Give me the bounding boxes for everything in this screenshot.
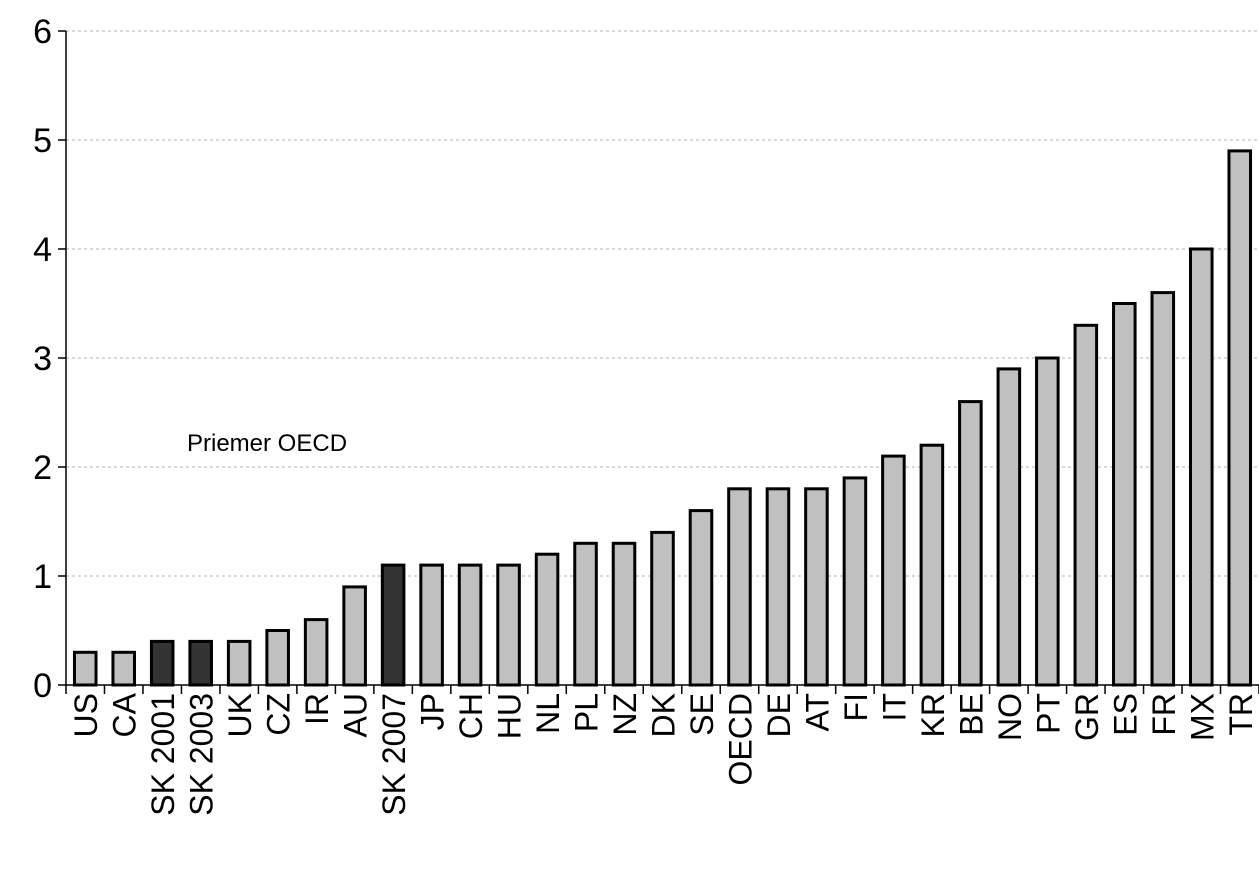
bar-pl — [573, 541, 598, 687]
bar-uk — [226, 639, 252, 687]
bar-it — [881, 454, 906, 687]
bar-se — [688, 509, 714, 687]
x-tick-label: AU — [338, 693, 374, 737]
x-tick-label: FR — [1146, 693, 1182, 736]
x-tick-label: MX — [1184, 693, 1220, 741]
x-tick-label: PT — [1030, 693, 1066, 734]
annotation-label: Priemer OECD — [187, 430, 347, 457]
bar-sk-2007 — [380, 563, 406, 687]
bar-fi — [842, 476, 868, 687]
bar-nz — [611, 541, 637, 687]
x-tick-label: KR — [915, 693, 951, 737]
x-tick-label: PL — [569, 693, 605, 732]
x-tick-label: FI — [838, 693, 874, 721]
bar-be — [958, 400, 983, 687]
bar-sk-2001 — [149, 639, 175, 687]
y-tick-label: 6 — [33, 13, 52, 51]
x-tick-label: AT — [799, 693, 835, 732]
y-tick-label: 5 — [33, 122, 52, 160]
x-tick-label: US — [68, 693, 104, 737]
x-tick-label: CA — [107, 692, 143, 737]
x-tick-label: HU — [492, 693, 528, 739]
x-axis: US CA SK 2001 SK 2003 UK CZ IR AU SK 2007 JP CH HU N… — [65, 684, 1259, 816]
bar-nl — [534, 552, 560, 687]
bar-series — [72, 149, 1253, 687]
bar-fr — [1150, 291, 1176, 687]
x-tick-label: IR — [299, 693, 335, 725]
x-tick-label: SK 2001 — [145, 693, 181, 816]
bar-sk-2003 — [188, 639, 213, 687]
bar-ch — [457, 563, 483, 687]
x-tick-label: JP — [415, 693, 451, 730]
bar-dk — [650, 530, 675, 687]
bar-jp — [419, 563, 444, 687]
x-tick-label: UK — [222, 693, 258, 737]
x-tick-label: CH — [453, 693, 489, 739]
x-tick-label: BE — [953, 693, 989, 736]
x-tick-label: IT — [876, 693, 912, 721]
x-tick-label: NL — [530, 693, 566, 734]
bar-tr — [1227, 149, 1253, 687]
bar-us — [72, 650, 98, 687]
x-tick-label: SK 2003 — [184, 693, 220, 816]
bar-at — [804, 487, 829, 687]
bar-cz — [265, 629, 290, 687]
y-axis: 0 1 2 3 4 5 6 — [33, 13, 67, 705]
x-tick-label: DK — [646, 693, 682, 737]
y-tick-label: 2 — [33, 449, 52, 487]
y-tick-label: 4 — [33, 231, 52, 269]
x-tick-label: SE — [684, 693, 720, 736]
bar-no — [996, 367, 1022, 687]
x-tick-label: ES — [1107, 693, 1143, 736]
x-tick-label: SK 2007 — [376, 693, 412, 816]
y-tick-label: 1 — [33, 558, 52, 596]
bar-gr — [1073, 323, 1099, 687]
bar-oecd — [727, 487, 752, 687]
bar-es — [1112, 302, 1137, 687]
x-tick-label: CZ — [261, 693, 297, 736]
x-tick-label: OECD — [722, 693, 758, 785]
y-tick-label: 0 — [33, 667, 52, 705]
x-tick-label: NZ — [607, 693, 643, 736]
x-tick-label: NO — [992, 693, 1028, 741]
bar-au — [342, 585, 367, 687]
x-tick-label: GR — [1069, 693, 1105, 741]
x-tick-label: TR — [1223, 693, 1259, 736]
bar-mx — [1188, 247, 1214, 687]
bar-pt — [1035, 356, 1060, 687]
bar-kr — [919, 443, 945, 687]
bar-ca — [111, 650, 137, 687]
bar-hu — [496, 563, 521, 687]
bar-ir — [303, 618, 329, 687]
x-tick-label: DE — [761, 693, 797, 737]
y-tick-label: 3 — [33, 340, 52, 378]
bar-de — [765, 487, 791, 687]
